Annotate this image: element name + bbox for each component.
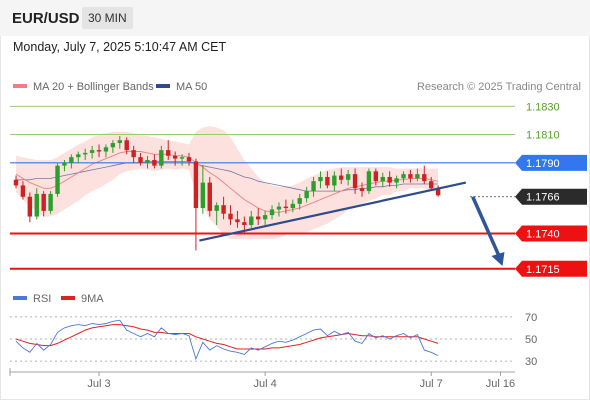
level-label-1.1766: 1.1766 xyxy=(526,192,560,204)
legend-swatch-1 xyxy=(156,84,170,88)
candle-body-3 xyxy=(34,193,39,217)
candle-body-25 xyxy=(186,157,192,162)
candle-body-10 xyxy=(83,152,88,155)
candle-body-26 xyxy=(193,161,199,209)
candle-body-0 xyxy=(13,179,19,186)
candle-body-31 xyxy=(228,213,233,220)
candle-body-61 xyxy=(435,188,441,196)
chart-header: EUR/USD 30 MIN xyxy=(0,0,590,36)
rsi-legend-label-0: RSI xyxy=(33,293,51,305)
level-tag-1.1766 xyxy=(515,188,587,205)
support-trendline xyxy=(199,181,467,242)
x-tick-label-Jul-4: Jul 4 xyxy=(253,378,276,390)
credit-text: Research © 2025 Trading Central xyxy=(417,81,581,93)
candle-body-50 xyxy=(359,188,365,192)
rsi-tick-70: 70 xyxy=(525,312,537,324)
chart-datetime: Monday, July 7, 2025 5:10:47 AM CET xyxy=(13,40,227,54)
level-label-1.1830: 1.1830 xyxy=(526,101,560,113)
rsi-tick-30: 30 xyxy=(525,356,537,368)
rsi-legend-label-1: 9MA xyxy=(81,293,104,305)
candle-body-27 xyxy=(200,182,206,209)
candle-body-21 xyxy=(159,150,164,166)
candle-body-57 xyxy=(408,174,413,179)
candle-body-13 xyxy=(103,147,109,152)
candle-body-59 xyxy=(422,174,427,182)
candle-body-37 xyxy=(269,209,275,216)
forecast-arrow-head xyxy=(491,251,505,266)
candle-body-14 xyxy=(110,143,116,148)
candle-body-2 xyxy=(27,196,33,217)
candle-body-35 xyxy=(256,216,261,220)
candle-body-9 xyxy=(76,154,81,158)
timeframe-badge[interactable]: 30 MIN xyxy=(82,7,133,29)
candle-body-41 xyxy=(297,198,302,204)
candle-body-34 xyxy=(249,216,254,225)
level-label-1.1810: 1.1810 xyxy=(526,130,560,142)
candle-body-44 xyxy=(318,176,323,182)
candle-body-4 xyxy=(41,193,46,211)
candle-body-49 xyxy=(352,174,358,189)
rsi-legend-swatch-0 xyxy=(13,296,27,300)
candle-body-29 xyxy=(214,205,219,211)
candle-body-51 xyxy=(366,171,372,192)
candle-body-8 xyxy=(69,157,74,163)
candle-body-20 xyxy=(152,160,157,166)
rsi-line xyxy=(15,319,439,361)
legend-label-0: MA 20 + Bollinger Bands xyxy=(33,81,154,93)
candle-body-7 xyxy=(62,162,67,166)
level-tag-1.1740 xyxy=(515,225,587,242)
candle-body-23 xyxy=(172,155,178,159)
candle-body-30 xyxy=(221,205,226,214)
candle-body-1 xyxy=(20,185,26,197)
candle-body-18 xyxy=(138,157,143,163)
candle-body-55 xyxy=(394,178,399,183)
candle-body-22 xyxy=(166,150,171,156)
candle-body-19 xyxy=(145,160,150,163)
candle-body-54 xyxy=(387,176,392,183)
x-tick-label-Jul-16: Jul 16 xyxy=(486,378,515,390)
level-tag-1.1790 xyxy=(515,154,587,171)
legend-swatch-0 xyxy=(13,84,27,88)
candle-body-16 xyxy=(124,140,129,151)
x-tick-label-Jul-3: Jul 3 xyxy=(87,378,110,390)
candle-body-56 xyxy=(401,174,406,179)
level-label-1.1740: 1.1740 xyxy=(526,228,560,240)
rsi-tick-50: 50 xyxy=(525,334,537,346)
candle-body-42 xyxy=(304,191,309,199)
candle-body-40 xyxy=(290,203,295,209)
rsi-legend-swatch-1 xyxy=(61,296,75,300)
candle-body-5 xyxy=(48,193,53,211)
candle-body-58 xyxy=(415,174,420,179)
level-tag-1.1715 xyxy=(515,260,587,277)
level-label-1.1715: 1.1715 xyxy=(526,264,560,276)
candle-body-60 xyxy=(429,181,434,189)
candle-body-28 xyxy=(207,182,212,211)
level-label-1.1790: 1.1790 xyxy=(526,158,560,170)
candle-body-46 xyxy=(332,175,337,186)
candle-body-53 xyxy=(380,176,385,182)
candle-body-39 xyxy=(283,206,289,209)
candle-body-38 xyxy=(276,206,282,210)
candle-body-45 xyxy=(325,176,330,186)
candle-body-33 xyxy=(242,222,247,225)
candle-body-17 xyxy=(131,150,136,158)
x-tick-label-Jul-7: Jul 7 xyxy=(420,378,443,390)
candle-body-11 xyxy=(89,150,95,153)
candle-body-24 xyxy=(179,157,185,159)
candle-body-32 xyxy=(235,219,240,223)
candle-body-47 xyxy=(339,175,344,180)
candle-body-6 xyxy=(55,165,60,194)
candle-body-36 xyxy=(262,215,268,220)
legend-label-1: MA 50 xyxy=(176,81,207,93)
candle-body-12 xyxy=(96,150,102,152)
candle-body-48 xyxy=(345,174,351,180)
candle-body-43 xyxy=(311,181,316,192)
forecast-arrow-shaft xyxy=(471,196,502,258)
candle-body-15 xyxy=(117,140,122,144)
symbol-title: EUR/USD xyxy=(12,10,80,27)
candle-body-52 xyxy=(373,171,379,182)
